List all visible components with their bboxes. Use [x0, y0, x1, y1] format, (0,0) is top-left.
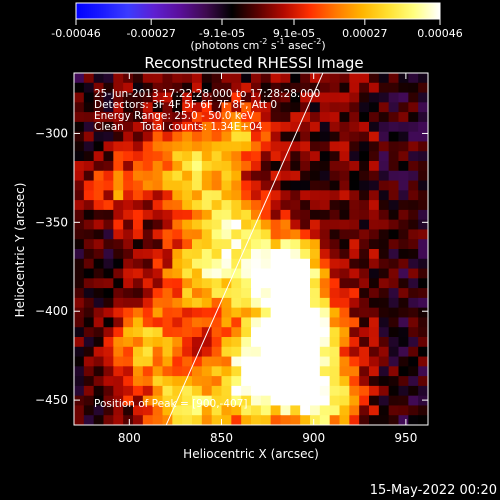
y-axis-ticks: −300 −350 −400 −450 [35, 126, 428, 407]
annotation-time: 25-Jun-2013 17:22:28.000 to 17:28:28.000 [94, 88, 320, 100]
plot-frame [73, 72, 429, 426]
colorbar-unit-label: (photons cm-2 s-1 asec-2) [190, 37, 325, 52]
colorbar-ticks: -0.00046 -0.00027 -9.1e-05 9.1e-05 0.00027 0.… [51, 19, 463, 40]
x-tick-label: 900 [302, 431, 325, 445]
solar-limb-line [165, 73, 324, 425]
y-tick-label: −450 [35, 393, 68, 407]
x-axis-label: Heliocentric X (arcsec) [183, 447, 319, 461]
x-tick-label: 800 [118, 431, 141, 445]
image-annotations: 25-Jun-2013 17:22:28.000 to 17:28:28.000… [94, 88, 320, 410]
colorbar-tick-label: 0.00046 [417, 27, 463, 40]
chart-title: Reconstructed RHESSI Image [144, 54, 363, 72]
colorbar-tick-label: -0.00046 [51, 27, 100, 40]
colorbar-tick-label: -9.1e-05 [199, 27, 245, 40]
annotation-peak: Position of Peak = [900,-407] [94, 398, 248, 410]
annotation-method: Clean Total counts: 1.34E+04 [94, 121, 263, 133]
annotation-energy: Energy Range: 25.0 - 50.0 keV [94, 110, 255, 122]
y-tick-label: −400 [35, 304, 68, 318]
colorbar [75, 2, 441, 20]
footer-timestamp: 15-May-2022 00:20 [370, 483, 497, 498]
x-tick-label: 950 [394, 431, 417, 445]
x-axis-ticks: 800 850 900 950 [118, 73, 417, 445]
colorbar-tick-label: 0.00027 [342, 27, 388, 40]
colorbar-tick-label: 9.1e-05 [273, 27, 315, 40]
y-tick-label: −300 [35, 126, 68, 140]
annotation-detectors: Detectors: 3F 4F 5F 6F 7F 8F, Att 0 [94, 99, 277, 111]
x-tick-label: 850 [210, 431, 233, 445]
y-tick-label: −350 [35, 215, 68, 229]
y-axis-label: Heliocentric Y (arcsec) [13, 183, 27, 318]
colorbar-tick-label: -0.00027 [126, 27, 175, 40]
heatmap-image [74, 73, 428, 425]
